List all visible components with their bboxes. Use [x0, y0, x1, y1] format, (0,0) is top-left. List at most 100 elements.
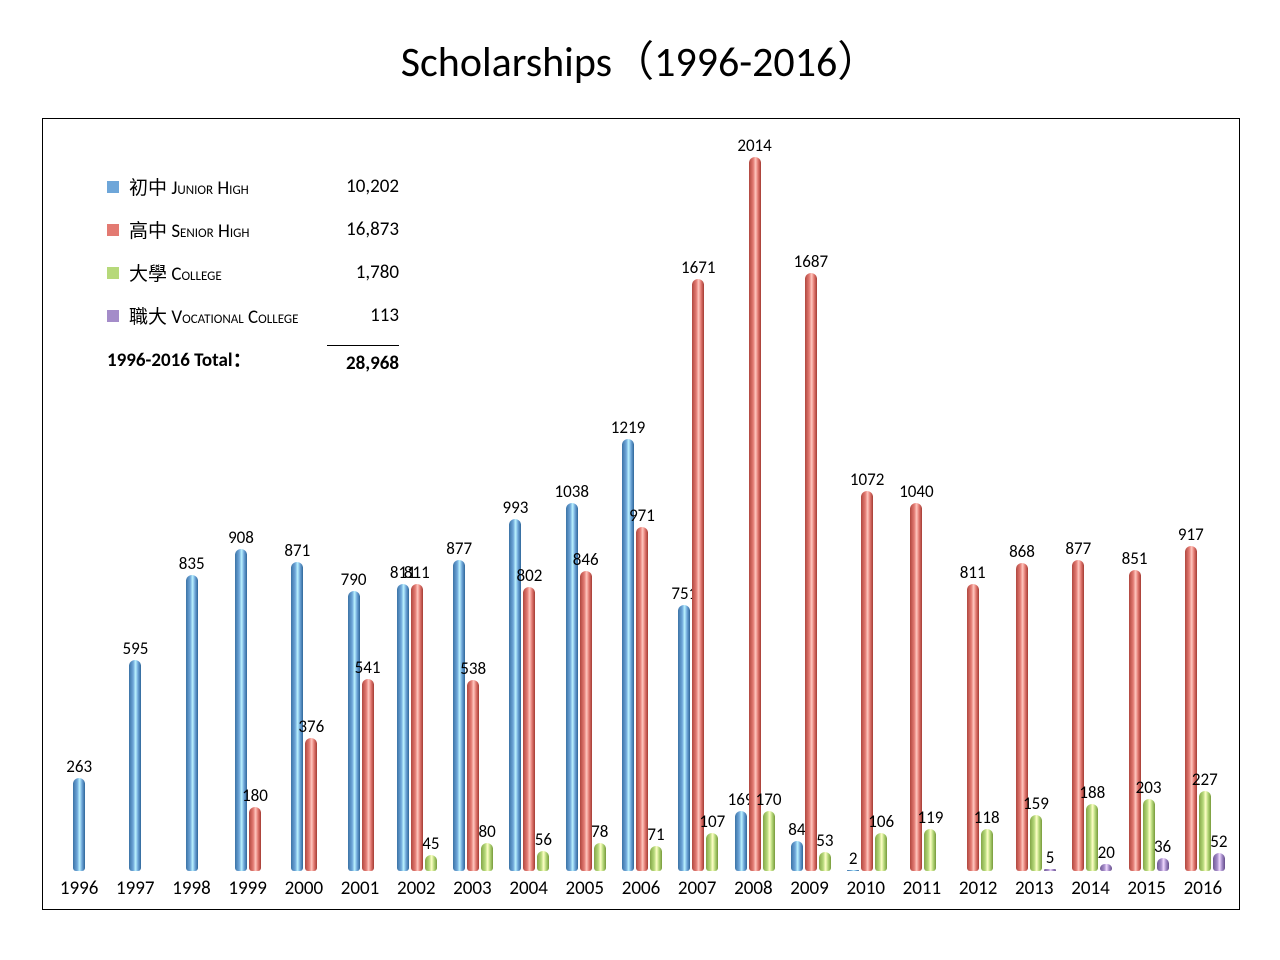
- xaxis-label: 2016: [1175, 877, 1231, 903]
- bar-label: 20: [1098, 842, 1115, 864]
- bar-junior: 595: [129, 660, 141, 871]
- bar-label: 80: [479, 821, 496, 843]
- bar-senior: 1687: [805, 273, 817, 871]
- xaxis-label: 1998: [163, 877, 219, 903]
- year-group-2003: 87753880: [453, 127, 493, 871]
- bar-senior: 541: [362, 679, 374, 871]
- bar-senior: 538: [467, 680, 479, 871]
- bar-junior: 84: [791, 841, 803, 871]
- bar-junior: 877: [453, 560, 465, 871]
- bar-college: 107: [706, 833, 718, 871]
- bar-vocational: 52: [1213, 853, 1225, 871]
- year-group-2016: 91722752: [1185, 127, 1225, 871]
- bar-label: 908: [228, 527, 254, 549]
- bar-label: 871: [284, 540, 310, 562]
- bar-college: 53: [819, 852, 831, 871]
- bar-label: 877: [1065, 538, 1091, 560]
- year-group-2014: 87718820: [1072, 127, 1112, 871]
- bar-label: 180: [242, 785, 268, 807]
- bar-senior: 917: [1185, 546, 1197, 871]
- bar-junior: 835: [186, 575, 198, 871]
- bar-college: 170: [763, 811, 775, 871]
- bar-label: 71: [647, 824, 664, 846]
- bar-junior: 169: [735, 811, 747, 871]
- bar-label: 971: [629, 505, 655, 527]
- xaxis-label: 2013: [1006, 877, 1062, 903]
- year-group-2004: 99380256: [509, 127, 549, 871]
- xaxis-label: 2006: [613, 877, 669, 903]
- bar-label: 203: [1136, 777, 1162, 799]
- bar-college: 45: [425, 855, 437, 871]
- bar-junior: 1219: [622, 439, 634, 871]
- bar-label: 811: [404, 562, 430, 584]
- bar-junior: 263: [73, 778, 85, 871]
- xaxis-label: 2003: [444, 877, 500, 903]
- chart-title: Scholarships（1996-2016）: [0, 0, 1280, 109]
- bar-senior: 851: [1129, 570, 1141, 871]
- bar-senior: 877: [1072, 560, 1084, 871]
- bar-college: 71: [650, 846, 662, 871]
- bar-label: 53: [816, 830, 833, 852]
- bar-label: 917: [1178, 524, 1204, 546]
- xaxis-label: 2002: [388, 877, 444, 903]
- bar-vocational: 20: [1100, 864, 1112, 871]
- xaxis-label: 1999: [220, 877, 276, 903]
- bar-label: 2014: [737, 135, 771, 157]
- bar-label: 846: [573, 549, 599, 571]
- year-group-2010: 21072106: [847, 127, 887, 871]
- bar-label: 227: [1192, 769, 1218, 791]
- bar-label: 45: [422, 833, 439, 855]
- bar-college: 159: [1030, 815, 1042, 871]
- bar-junior: 2: [847, 870, 859, 871]
- xaxis-label: 2000: [276, 877, 332, 903]
- bar-label: 78: [591, 821, 608, 843]
- xaxis-label: 1997: [107, 877, 163, 903]
- bar-label: 1671: [681, 257, 715, 279]
- bar-senior: 971: [636, 527, 648, 871]
- year-group-2006: 121997171: [622, 127, 662, 871]
- year-group-2013: 8681595: [1016, 127, 1056, 871]
- bar-label: 2: [849, 848, 858, 870]
- year-group-2005: 103884678: [566, 127, 606, 871]
- bar-college: 56: [537, 851, 549, 871]
- year-group-1998: 835: [186, 127, 198, 871]
- bar-label: 263: [66, 756, 92, 778]
- bar-college: 118: [981, 829, 993, 871]
- year-group-2008: 1692014170: [735, 127, 775, 871]
- xaxis-label: 2009: [781, 877, 837, 903]
- bar-label: 1072: [850, 469, 884, 491]
- bar-label: 170: [756, 789, 782, 811]
- bar-label: 538: [460, 658, 486, 680]
- xaxis-label: 2007: [669, 877, 725, 903]
- xaxis-label: 2008: [725, 877, 781, 903]
- bar-label: 56: [535, 829, 552, 851]
- bar-label: 1038: [554, 481, 588, 503]
- bar-senior: 811: [411, 584, 423, 871]
- bar-label: 36: [1154, 836, 1171, 858]
- xaxis-label: 2005: [557, 877, 613, 903]
- year-group-2011: 1040119: [910, 127, 936, 871]
- bar-senior: 846: [580, 571, 592, 871]
- xaxis-label: 2004: [501, 877, 557, 903]
- bar-senior: 802: [523, 587, 535, 871]
- bar-label: 802: [516, 565, 542, 587]
- year-group-2002: 81181145: [397, 127, 437, 871]
- bar-junior: 811: [397, 584, 409, 871]
- bar-college: 119: [924, 829, 936, 871]
- bar-college: 203: [1143, 799, 1155, 871]
- bar-senior: 2014: [749, 157, 761, 871]
- xaxis-label: 2001: [332, 877, 388, 903]
- bar-label: 84: [788, 819, 805, 841]
- bar-label: 595: [122, 638, 148, 660]
- year-group-1997: 595: [129, 127, 141, 871]
- bar-junior: 790: [348, 591, 360, 871]
- bar-college: 227: [1199, 791, 1211, 871]
- bar-label: 851: [1122, 548, 1148, 570]
- year-group-2015: 85120336: [1129, 127, 1169, 871]
- xaxis-label: 2015: [1119, 877, 1175, 903]
- year-group-1996: 263: [73, 127, 85, 871]
- bar-label: 541: [355, 657, 381, 679]
- bar-label: 1040: [899, 481, 933, 503]
- bar-label: 107: [699, 811, 725, 833]
- xaxis-label: 2011: [894, 877, 950, 903]
